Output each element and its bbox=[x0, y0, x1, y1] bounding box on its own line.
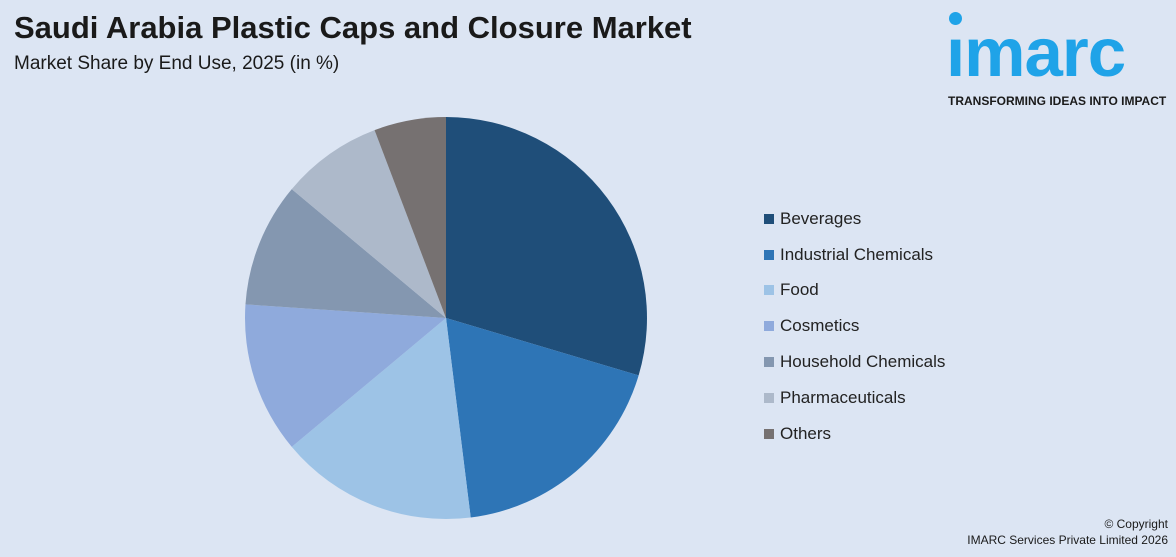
legend-swatch bbox=[764, 392, 774, 403]
legend-item-pharmaceuticals: Pharmaceuticals bbox=[764, 380, 945, 416]
legend-label: Beverages bbox=[780, 208, 862, 228]
legend-swatch bbox=[764, 357, 774, 368]
legend-item-beverages: Beverages bbox=[764, 201, 945, 237]
pie-slice-pharmaceuticals bbox=[291, 130, 446, 318]
pie-slice-others bbox=[374, 117, 446, 318]
legend-label: Industrial Chemicals bbox=[780, 244, 934, 264]
logo-tagline: TRANSFORMING IDEAS INTO IMPACT bbox=[948, 94, 1167, 108]
pie-slice-beverages bbox=[446, 117, 647, 376]
imarc-logo: ımarc TRANSFORMING IDEAS INTO IMPACT bbox=[946, 12, 1172, 108]
legend-label: Cosmetics bbox=[780, 316, 860, 336]
legend-item-household-chemicals: Household Chemicals bbox=[764, 344, 945, 380]
chart-title: Saudi Arabia Plastic Caps and Closure Ma… bbox=[14, 10, 692, 45]
pie-slice-food bbox=[291, 318, 471, 520]
legend-label: Household Chemicals bbox=[780, 352, 946, 372]
pie-slice-cosmetics bbox=[244, 304, 446, 447]
legend-swatch bbox=[764, 428, 774, 439]
legend-swatch bbox=[764, 213, 774, 224]
legend-item-others: Others bbox=[764, 416, 945, 452]
legend-label: Food bbox=[780, 280, 819, 300]
logo-dot-icon bbox=[949, 12, 962, 25]
legend-swatch bbox=[764, 249, 774, 260]
pie-slice-industrial-chemicals bbox=[446, 318, 639, 518]
legend-label: Pharmaceuticals bbox=[780, 387, 906, 407]
legend-swatch bbox=[764, 285, 774, 296]
chart-legend: Beverages Industrial Chemicals Food Cosmeti… bbox=[764, 201, 945, 452]
legend-item-industrial-chemicals: Industrial Chemicals bbox=[764, 237, 945, 273]
copyright-notice: © Copyright IMARC Services Private Limit… bbox=[967, 516, 1168, 548]
logo-wordmark: ımarc bbox=[946, 14, 1126, 91]
pie-slice-household-chemicals bbox=[245, 189, 446, 318]
legend-swatch bbox=[764, 321, 774, 332]
company-line: IMARC Services Private Limited 2026 bbox=[967, 533, 1168, 547]
chart-subtitle: Market Share by End Use, 2025 (in %) bbox=[14, 53, 340, 74]
legend-item-cosmetics: Cosmetics bbox=[764, 308, 945, 344]
copyright-line: © Copyright bbox=[1104, 517, 1168, 531]
legend-label: Others bbox=[780, 423, 832, 443]
legend-item-food: Food bbox=[764, 273, 945, 309]
